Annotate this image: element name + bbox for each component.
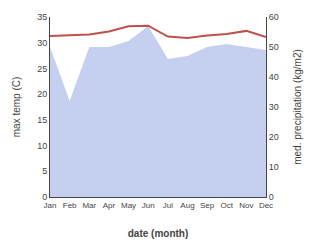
svg-text:20: 20 bbox=[37, 89, 47, 99]
svg-text:date (month): date (month) bbox=[128, 228, 189, 239]
svg-text:10: 10 bbox=[269, 162, 279, 172]
svg-text:10: 10 bbox=[37, 141, 47, 151]
svg-text:5: 5 bbox=[42, 166, 47, 176]
svg-text:35: 35 bbox=[37, 12, 47, 22]
svg-text:Aug: Aug bbox=[180, 201, 194, 210]
svg-text:May: May bbox=[121, 201, 136, 210]
svg-text:50: 50 bbox=[269, 42, 279, 52]
svg-text:0: 0 bbox=[269, 192, 274, 202]
svg-text:25: 25 bbox=[37, 64, 47, 74]
svg-text:Nov: Nov bbox=[239, 201, 253, 210]
svg-text:15: 15 bbox=[37, 115, 47, 125]
svg-text:Jun: Jun bbox=[142, 201, 155, 210]
svg-text:Jan: Jan bbox=[44, 201, 57, 210]
svg-text:Apr: Apr bbox=[103, 201, 116, 210]
svg-text:20: 20 bbox=[269, 132, 279, 142]
svg-text:Mar: Mar bbox=[82, 201, 96, 210]
svg-text:Feb: Feb bbox=[63, 201, 77, 210]
svg-text:med. precipitation (kg/m2): med. precipitation (kg/m2) bbox=[292, 49, 303, 165]
svg-text:Sep: Sep bbox=[200, 201, 215, 210]
svg-text:max temp (C): max temp (C) bbox=[11, 77, 22, 138]
svg-text:40: 40 bbox=[269, 72, 279, 82]
svg-text:30: 30 bbox=[269, 102, 279, 112]
svg-text:60: 60 bbox=[269, 12, 279, 22]
svg-text:Dec: Dec bbox=[259, 201, 273, 210]
svg-text:Oct: Oct bbox=[221, 201, 234, 210]
svg-text:30: 30 bbox=[37, 38, 47, 48]
svg-text:Jul: Jul bbox=[163, 201, 173, 210]
svg-text:0: 0 bbox=[42, 192, 47, 202]
